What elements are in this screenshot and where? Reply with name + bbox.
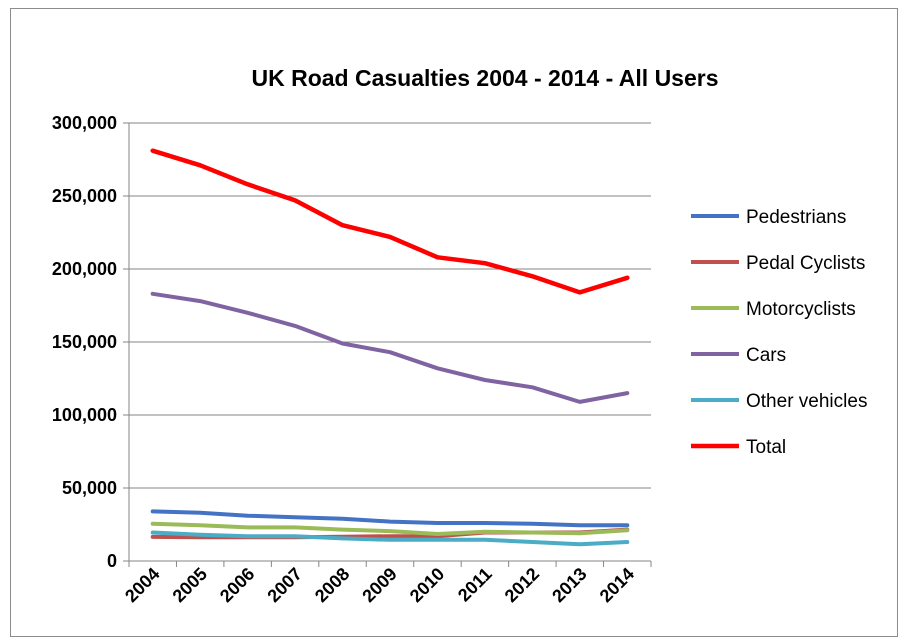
legend-label: Total (746, 437, 786, 458)
legend-label: Pedestrians (746, 207, 846, 228)
x-axis-ticks: 2004 2005 2006 2007 2008 2009 2010 2011 2012 2013… (121, 561, 652, 606)
x-tick-label: 2010 (406, 564, 448, 606)
x-tick-label: 2007 (263, 564, 305, 606)
y-axis-ticks: 0 50,000 100,000 150,000 200,000 250,000 300,0… (52, 113, 129, 571)
line-chart: UK Road Casualties 2004 - 2014 - All Use… (52, 65, 868, 606)
grid-lines (129, 122, 651, 489)
legend: Pedestrians Pedal Cyclists Motorcyclists Ca… (691, 207, 867, 458)
x-tick-label: 2006 (216, 564, 258, 606)
legend-label: Cars (746, 345, 786, 366)
legend-label: Other vehicles (746, 391, 867, 412)
x-tick-label: 2014 (596, 564, 638, 606)
x-tick-label: 2012 (501, 564, 543, 606)
x-tick-label: 2004 (121, 564, 163, 606)
series-line-total (150, 148, 630, 295)
series-line-pedestrians (150, 509, 630, 528)
legend-label: Motorcyclists (746, 299, 856, 320)
series-line-cars (150, 291, 630, 404)
x-tick-label: 2008 (311, 564, 353, 606)
chart-frame: UK Road Casualties 2004 - 2014 - All Use… (10, 8, 898, 637)
y-tick-label: 250,000 (52, 186, 117, 206)
y-tick-label: 100,000 (52, 405, 117, 425)
x-tick-label: 2013 (548, 564, 590, 606)
series-line-other-vehicles (150, 530, 630, 547)
x-tick-label: 2009 (358, 564, 400, 606)
x-tick-label: 2005 (169, 564, 211, 606)
x-tick-label: 2011 (454, 564, 496, 606)
y-tick-label: 150,000 (52, 332, 117, 352)
y-tick-label: 300,000 (52, 113, 117, 133)
y-tick-label: 50,000 (62, 478, 117, 498)
y-tick-label: 0 (107, 551, 117, 571)
chart-title: UK Road Casualties 2004 - 2014 - All Use… (251, 65, 718, 91)
series-lines (150, 148, 630, 547)
y-tick-label: 200,000 (52, 259, 117, 279)
series-line-motorcyclists (150, 521, 630, 536)
legend-label: Pedal Cyclists (746, 253, 865, 274)
